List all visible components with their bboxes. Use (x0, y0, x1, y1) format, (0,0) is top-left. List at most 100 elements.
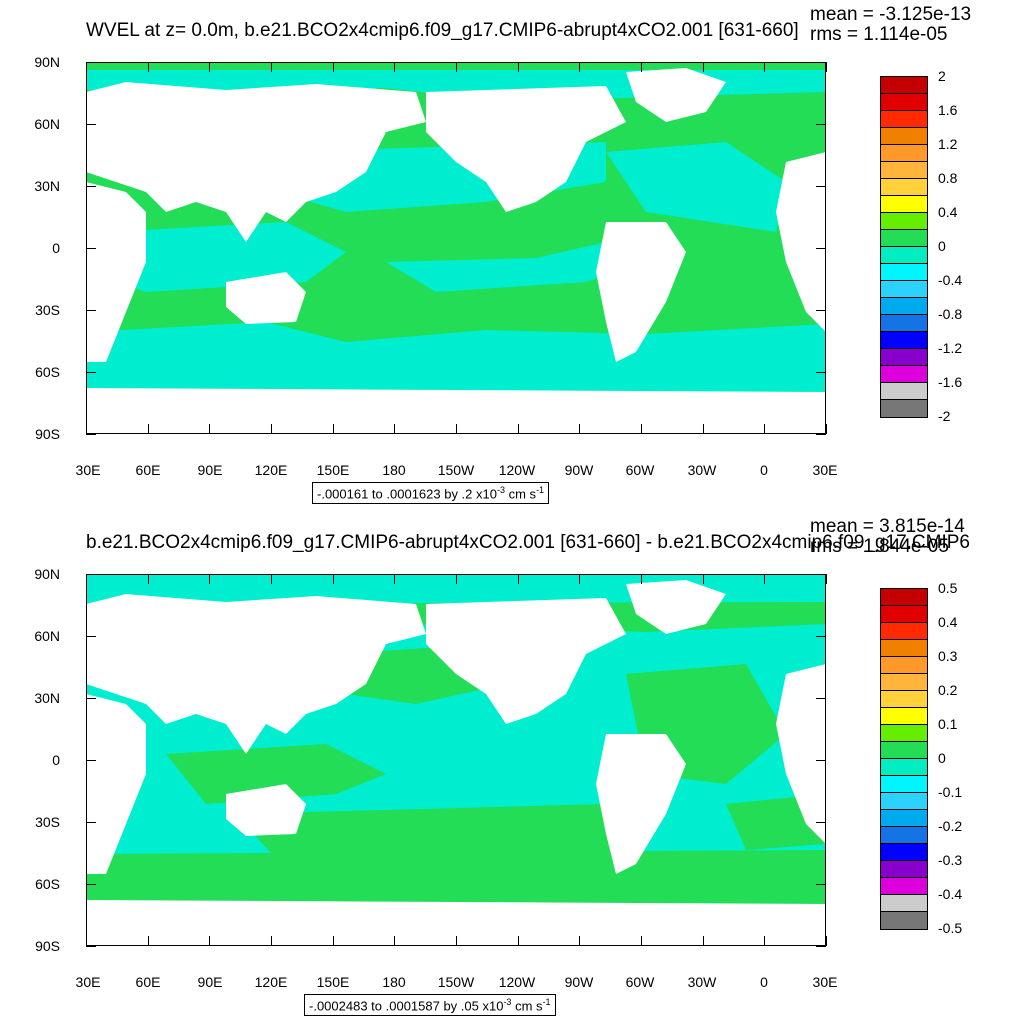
axis-tick (826, 936, 827, 946)
axis-tick (86, 62, 96, 63)
map-plot-area (86, 62, 826, 434)
colorbar-label: -0.8 (938, 306, 963, 322)
y-label-30n: 30N (34, 690, 60, 706)
y-label-60s: 60S (35, 876, 60, 892)
colorbar-box (881, 844, 927, 861)
x-label: 90W (564, 974, 594, 990)
x-label: 60E (135, 974, 161, 990)
colorbar-box (881, 77, 927, 94)
colorbar-box (881, 895, 927, 912)
axis-tick (394, 574, 395, 584)
axis-tick (826, 574, 827, 584)
axis-tick (826, 424, 827, 434)
axis-tick (816, 372, 826, 373)
colorbar-box (881, 196, 927, 213)
panel-title: b.e21.BCO2x4cmip6.f09_g17.CMIP6-abrupt4x… (86, 532, 971, 553)
colorbar-label: 2 (938, 68, 946, 84)
x-label: 60W (625, 462, 655, 478)
colorbar-box (881, 759, 927, 776)
x-label: 150W (437, 462, 475, 478)
colorbar-box (881, 708, 927, 725)
y-label-90n: 90N (34, 566, 60, 582)
colorbar-box (881, 589, 927, 606)
colorbar-label: 0.1 (938, 716, 958, 732)
colorbar-box (881, 810, 927, 827)
axis-tick (209, 424, 210, 434)
axis-tick (703, 62, 704, 72)
colorbar-box (881, 332, 927, 349)
axis-tick (816, 310, 826, 311)
top-map-panel: WVEL at z= 0.0m, b.e21.BCO2x4cmip6.f09_g… (34, 4, 971, 505)
axis-tick (209, 936, 210, 946)
axis-tick (456, 424, 457, 434)
axis-tick (394, 62, 395, 72)
axis-tick (333, 424, 334, 434)
colorbar-box (881, 793, 927, 810)
axis-tick (816, 698, 826, 699)
colorbar-label: -2 (938, 408, 951, 424)
axis-tick (271, 936, 272, 946)
axis-tick (148, 936, 149, 946)
axis-tick (456, 936, 457, 946)
contour-range-label: -.0002483 to .0001587 by .05 x10-3 cm s-… (304, 994, 556, 1017)
colorbar-label: 0.4 (938, 204, 958, 220)
axis-tick (86, 248, 96, 249)
axis-tick (703, 424, 704, 434)
colorbar-box (881, 725, 927, 742)
x-label: 150E (316, 974, 350, 990)
x-label: 150E (316, 462, 350, 478)
axis-tick (394, 424, 395, 434)
rms-value: rms = 1.114e-05 (810, 24, 948, 45)
axis-tick (86, 760, 96, 761)
axis-tick (209, 62, 210, 72)
y-label-0: 0 (52, 240, 60, 256)
colorbar-box (881, 861, 927, 878)
axis-tick (456, 574, 457, 584)
axis-tick (518, 62, 519, 72)
axis-tick (86, 434, 96, 435)
colorbar-box (881, 111, 927, 128)
axis-tick (816, 124, 826, 125)
y-label-60n: 60N (34, 116, 60, 132)
axis-tick (86, 186, 96, 187)
colorbar-label: 0.8 (938, 170, 958, 186)
axis-tick (703, 574, 704, 584)
x-label: 180 (382, 462, 406, 478)
axis-tick (764, 574, 765, 584)
colorbar-label: 1.6 (938, 102, 958, 118)
axis-tick (816, 636, 826, 637)
bottom-map-panel: b.e21.BCO2x4cmip6.f09_g17.CMIP6-abrupt4x… (0, 512, 1024, 1024)
axis-tick (271, 62, 272, 72)
axis-tick (764, 62, 765, 72)
x-label: 120E (254, 462, 288, 478)
colorbar-box (881, 128, 927, 145)
x-label: 30E (75, 462, 101, 478)
colorbar-label: -0.1 (938, 784, 963, 800)
axis-tick (518, 936, 519, 946)
colorbar-box (881, 264, 927, 281)
x-label: 150W (437, 974, 475, 990)
axis-tick (333, 574, 334, 584)
y-label-30s: 30S (35, 814, 60, 830)
x-label: 90W (564, 462, 594, 478)
colorbar-label: -1.6 (938, 374, 963, 390)
colorbar-box (881, 366, 927, 383)
x-label: 120W (498, 974, 536, 990)
colorbar-label: 0.5 (938, 580, 958, 596)
x-label: 30E (75, 974, 101, 990)
axis-tick (148, 424, 149, 434)
x-label: 30E (812, 974, 838, 990)
colorbar-box (881, 315, 927, 332)
axis-tick (148, 62, 149, 72)
axis-tick (826, 62, 827, 72)
map-plot-area (86, 574, 826, 946)
x-label: 30W (687, 974, 717, 990)
axis-tick (456, 62, 457, 72)
colorbar (880, 588, 928, 930)
colorbar-box (881, 657, 927, 674)
colorbar-box (881, 742, 927, 759)
axis-tick (86, 936, 87, 946)
axis-tick (518, 424, 519, 434)
axis-tick (579, 62, 580, 72)
colorbar-label: -1.2 (938, 340, 963, 356)
